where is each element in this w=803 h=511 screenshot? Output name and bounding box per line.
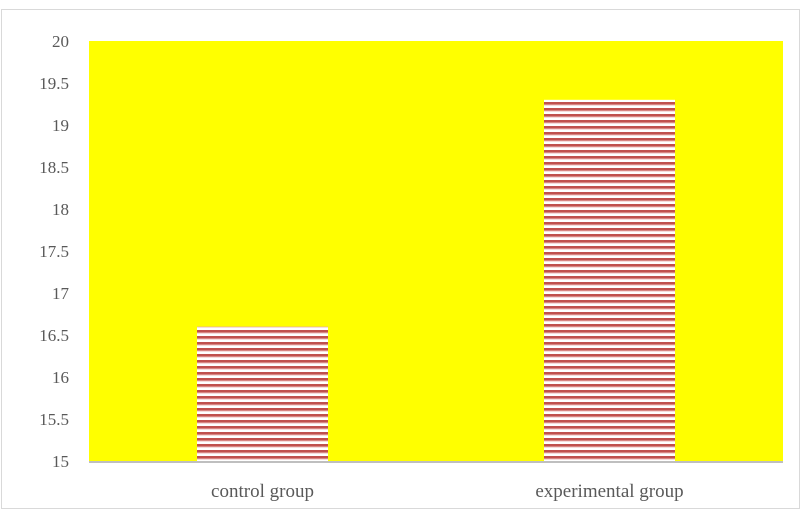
x-category-label: experimental group [535, 481, 683, 502]
y-tick-label: 19 [52, 116, 69, 135]
x-category-label: control group [211, 481, 314, 502]
y-tick-label: 18.5 [39, 158, 69, 177]
y-tick-label: 20 [52, 32, 69, 51]
y-tick-label: 19.5 [39, 74, 69, 93]
bars-group [197, 99, 675, 462]
bar-control-group [197, 326, 328, 461]
x-category-labels: control group experimental group [211, 481, 684, 502]
y-tick-labels: 15 15.5 16 16.5 17 17.5 18 18.5 19 19.5 20 [39, 32, 69, 471]
y-tick-label: 16 [52, 368, 69, 387]
plot-area-background [89, 41, 783, 461]
y-tick-label: 15 [52, 452, 69, 471]
y-tick-label: 18 [52, 200, 69, 219]
y-tick-label: 17.5 [39, 242, 69, 261]
y-tick-label: 15.5 [39, 410, 69, 429]
y-tick-label: 17 [52, 284, 70, 303]
y-tick-label: 16.5 [39, 326, 69, 345]
bar-experimental-group [544, 99, 675, 462]
